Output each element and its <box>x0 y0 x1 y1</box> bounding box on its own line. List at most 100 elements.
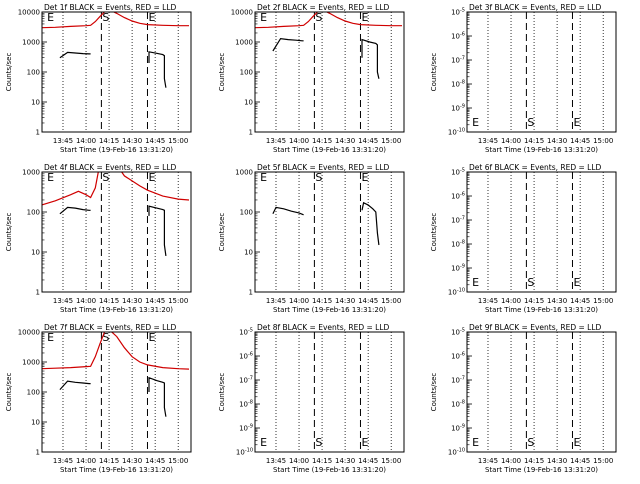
y-tick-label: 10-7 <box>451 376 465 385</box>
x-tick-label: 14:45 <box>570 137 590 145</box>
x-tick-label: 14:00 <box>76 297 96 305</box>
marker-label: E <box>361 436 368 449</box>
marker-label: S <box>315 171 322 184</box>
y-tick-label: 10000 <box>18 9 40 17</box>
x-tick-label: 14:15 <box>99 297 119 305</box>
y-tick-label: 10-9 <box>451 104 465 113</box>
x-tick-label: 14:15 <box>312 137 332 145</box>
series-line-events <box>148 51 167 88</box>
series-line-events <box>148 376 167 417</box>
x-tick-label: 13:45 <box>53 457 73 465</box>
y-tick-label: 100 <box>27 69 40 77</box>
x-tick-label: 13:45 <box>478 457 498 465</box>
marker-label: E <box>47 11 54 24</box>
x-tick-label: 14:30 <box>335 457 355 465</box>
x-tick-label: 14:00 <box>76 137 96 145</box>
plot-frame <box>41 331 192 453</box>
marker-label: E <box>148 11 155 24</box>
x-tick-label: 14:15 <box>524 297 544 305</box>
x-axis-label: Start Time (19-Feb-16 13:31:20) <box>60 466 173 474</box>
series-line-lld <box>42 172 190 206</box>
marker-label: E <box>361 11 368 24</box>
marker-label: E <box>148 171 155 184</box>
y-tick-label: 1 <box>36 289 40 297</box>
x-tick-label: 14:45 <box>145 297 165 305</box>
x-tick-label: 15:00 <box>168 297 188 305</box>
chart-title: Det 3f BLACK = Events, RED = LLD <box>469 3 602 12</box>
x-tick-label: 14:45 <box>145 137 165 145</box>
x-tick-label: 14:15 <box>312 297 332 305</box>
x-tick-label: 13:45 <box>478 297 498 305</box>
y-tick-label: 10-5 <box>451 328 465 337</box>
series-line-lld <box>255 12 402 29</box>
chart-title: Det 5f BLACK = Events, RED = LLD <box>257 163 390 172</box>
x-tick-label: 14:00 <box>501 137 521 145</box>
plot-frame <box>466 171 617 293</box>
x-tick-label: 14:30 <box>335 297 355 305</box>
x-tick-label: 13:45 <box>478 137 498 145</box>
plot-frame <box>466 11 617 133</box>
x-tick-label: 14:45 <box>358 457 378 465</box>
y-tick-label: 100 <box>240 209 253 217</box>
y-tick-label: 10-10 <box>448 128 465 137</box>
y-tick-label: 10-8 <box>239 400 253 409</box>
y-axis-label: Counts/sec <box>430 53 438 92</box>
x-tick-label: 14:15 <box>99 457 119 465</box>
marker-label: E <box>573 276 580 289</box>
chart-title: Det 1f BLACK = Events, RED = LLD <box>44 3 177 12</box>
y-tick-label: 1000 <box>22 169 40 177</box>
series-line-events <box>361 201 380 246</box>
series-line-lld <box>42 332 190 370</box>
series-line-events <box>59 206 91 215</box>
x-tick-label: 15:00 <box>381 297 401 305</box>
series-line-events <box>361 38 380 79</box>
chart-title: Det 9f BLACK = Events, RED = LLD <box>469 323 602 332</box>
plot-frame <box>254 331 405 453</box>
x-tick-label: 14:00 <box>289 297 309 305</box>
x-tick-label: 14:45 <box>145 457 165 465</box>
y-tick-label: 10-9 <box>239 424 253 433</box>
chart-title: Det 6f BLACK = Events, RED = LLD <box>469 163 602 172</box>
y-tick-label: 10-6 <box>239 352 253 361</box>
plot-frame <box>254 11 405 133</box>
y-tick-label: 10-8 <box>451 80 465 89</box>
y-axis-label: Counts/sec <box>218 373 226 412</box>
y-tick-label: 10-8 <box>451 240 465 249</box>
y-tick-label: 10-9 <box>451 424 465 433</box>
x-tick-label: 14:45 <box>358 297 378 305</box>
y-axis-label: Counts/sec <box>430 373 438 412</box>
x-tick-label: 13:45 <box>266 297 286 305</box>
x-tick-label: 14:45 <box>570 297 590 305</box>
marker-label: S <box>527 436 534 449</box>
x-tick-label: 13:45 <box>266 457 286 465</box>
y-tick-label: 10-8 <box>451 400 465 409</box>
x-tick-label: 14:00 <box>501 457 521 465</box>
x-tick-label: 15:00 <box>593 457 613 465</box>
x-tick-label: 14:30 <box>122 297 142 305</box>
marker-label: S <box>527 116 534 129</box>
y-axis-label: Counts/sec <box>5 213 13 252</box>
series-line-events <box>59 380 91 391</box>
y-axis-label: Counts/sec <box>218 53 226 92</box>
y-tick-label: 10 <box>31 419 40 427</box>
x-tick-label: 14:00 <box>289 457 309 465</box>
x-axis-label: Start Time (19-Feb-16 13:31:20) <box>60 306 173 314</box>
y-tick-label: 10-10 <box>236 448 253 457</box>
y-axis-label: Counts/sec <box>5 53 13 92</box>
marker-label: S <box>102 171 109 184</box>
marker-label: E <box>260 171 267 184</box>
marker-label: E <box>148 331 155 344</box>
marker-label: S <box>315 11 322 24</box>
y-tick-label: 1 <box>36 449 40 457</box>
x-tick-label: 14:15 <box>524 457 544 465</box>
x-tick-label: 13:45 <box>53 137 73 145</box>
x-axis-label: Start Time (19-Feb-16 13:31:20) <box>485 146 598 154</box>
x-axis-label: Start Time (19-Feb-16 13:31:20) <box>485 466 598 474</box>
y-tick-label: 1000 <box>235 169 253 177</box>
y-tick-label: 1 <box>36 129 40 137</box>
x-tick-label: 14:00 <box>76 457 96 465</box>
y-tick-label: 1000 <box>235 39 253 47</box>
marker-label: E <box>472 276 479 289</box>
